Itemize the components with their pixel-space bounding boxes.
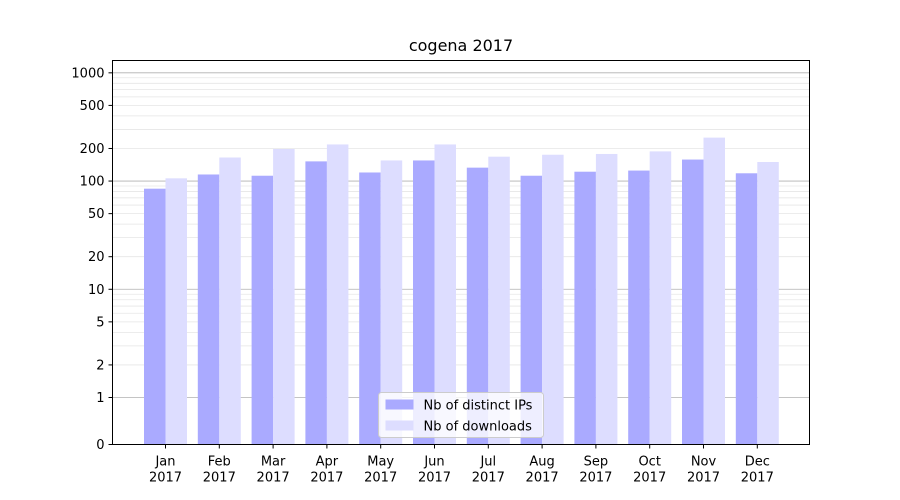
bar-distinct-ips-mar	[251, 175, 274, 445]
x-tick-label-year: 2017	[687, 471, 720, 486]
x-tick-label-year: 2017	[149, 471, 182, 486]
x-tick-label-year: 2017	[257, 471, 290, 486]
legend-box	[378, 392, 544, 438]
bar-downloads-apr	[326, 144, 349, 445]
bar-distinct-ips-apr	[305, 161, 327, 445]
x-tick-label-month: Jul	[479, 455, 496, 470]
bar-downloads-aug	[542, 154, 564, 445]
bar-distinct-ips-may	[359, 172, 381, 445]
plot-frame	[112, 60, 810, 445]
x-tick-label-year: 2017	[364, 471, 397, 486]
bar-distinct-ips-jan	[144, 188, 166, 445]
legend-swatch	[385, 399, 414, 410]
y-tick-label: 1000	[71, 66, 104, 81]
bar-downloads-sep	[595, 153, 618, 445]
y-tick-label: 0	[96, 438, 104, 453]
bar-downloads-oct	[649, 151, 672, 445]
x-tick-label-month: Feb	[208, 455, 231, 470]
x-tick-label-month: Mar	[261, 455, 286, 470]
x-tick-label-year: 2017	[579, 471, 612, 486]
chart-title: cogena 2017	[409, 36, 513, 55]
bar-downloads-jun	[434, 144, 456, 445]
y-tick-label: 50	[88, 207, 105, 222]
bar-downloads-feb	[219, 157, 241, 445]
bar-downloads-jul	[488, 156, 510, 445]
x-tick-label-year: 2017	[203, 471, 236, 486]
bars	[144, 137, 779, 445]
x-tick-label-year: 2017	[418, 471, 451, 486]
legend: Nb of distinct IPs Nb of downloads	[378, 392, 544, 438]
x-tick-label-month: Jun	[423, 455, 444, 470]
bar-distinct-ips-jul	[466, 167, 489, 445]
x-tick-label-month: Oct	[638, 455, 660, 470]
bar-downloads-nov	[703, 137, 725, 445]
y-tick-label: 10	[88, 283, 105, 298]
x-tick-label-year: 2017	[526, 471, 559, 486]
bar-distinct-ips-sep	[574, 171, 596, 445]
legend-swatch	[385, 420, 414, 431]
y-tick-label: 5	[96, 315, 104, 330]
x-tick-label-month: Dec	[745, 455, 770, 470]
bar-downloads-may	[380, 160, 403, 445]
bar-downloads-dec	[757, 161, 779, 445]
x-tick-label-year: 2017	[472, 471, 505, 486]
y-tick-label: 1	[96, 391, 104, 406]
x-tick-label-month: Sep	[584, 455, 609, 470]
bar-distinct-ips-nov	[682, 159, 704, 445]
y-tick-label: 20	[88, 250, 105, 265]
x-axis: Jan2017Feb2017Mar2017Apr2017May2017Jun20…	[149, 444, 774, 486]
bar-downloads-mar	[273, 148, 295, 445]
x-tick-label-year: 2017	[741, 471, 774, 486]
x-tick-label-month: May	[367, 455, 394, 470]
x-tick-label-month: Apr	[316, 455, 339, 470]
x-tick-label-month: Jan	[154, 455, 175, 470]
x-tick-label-month: Nov	[691, 455, 717, 470]
y-tick-label: 500	[80, 99, 105, 114]
legend-label: Nb of distinct IPs	[424, 399, 533, 414]
y-tick-label: 2	[96, 358, 104, 373]
bar-downloads-jan	[165, 178, 187, 445]
legend-label: Nb of downloads	[424, 420, 533, 435]
x-tick-label-year: 2017	[310, 471, 343, 486]
y-tick-label: 200	[80, 142, 105, 157]
bar-distinct-ips-jun	[413, 160, 435, 445]
bar-distinct-ips-oct	[628, 170, 650, 445]
bar-distinct-ips-feb	[197, 174, 220, 445]
bar-distinct-ips-aug	[520, 175, 543, 445]
bar-distinct-ips-dec	[735, 173, 758, 445]
y-tick-label: 100	[80, 175, 105, 190]
x-tick-label-year: 2017	[633, 471, 666, 486]
x-tick-label-month: Aug	[529, 455, 554, 470]
y-axis: 0 1 2 5 10 20 50 100 200 500 1000	[71, 66, 113, 453]
